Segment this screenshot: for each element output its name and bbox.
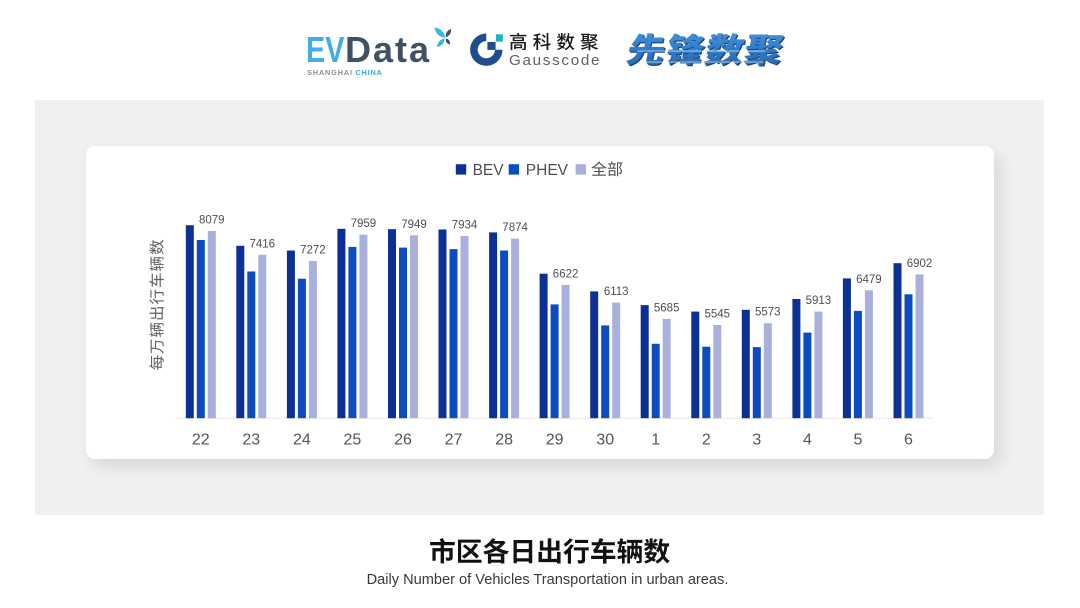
svg-text:4: 4 xyxy=(803,431,812,448)
svg-text:7959: 7959 xyxy=(351,218,377,230)
svg-text:28: 28 xyxy=(495,431,513,448)
svg-text:5573: 5573 xyxy=(755,307,781,319)
svg-text:7416: 7416 xyxy=(250,238,276,250)
svg-text:27: 27 xyxy=(445,431,463,448)
svg-text:24: 24 xyxy=(293,431,311,448)
svg-text:7949: 7949 xyxy=(401,219,427,231)
svg-text:22: 22 xyxy=(192,431,210,448)
svg-text:1: 1 xyxy=(651,431,660,448)
svg-text:23: 23 xyxy=(242,431,260,448)
svg-text:26: 26 xyxy=(394,431,412,448)
svg-text:7874: 7874 xyxy=(502,222,528,234)
svg-text:6479: 6479 xyxy=(856,274,882,286)
svg-text:6: 6 xyxy=(904,431,913,448)
svg-text:BEV: BEV xyxy=(473,162,505,179)
svg-text:5685: 5685 xyxy=(654,302,680,314)
svg-text:5: 5 xyxy=(853,431,862,448)
svg-text:6113: 6113 xyxy=(604,286,629,298)
svg-text:3: 3 xyxy=(752,431,761,448)
svg-text:8079: 8079 xyxy=(199,215,225,227)
svg-text:7272: 7272 xyxy=(300,245,326,257)
svg-text:29: 29 xyxy=(546,431,564,448)
svg-text:PHEV: PHEV xyxy=(526,162,569,179)
svg-text:6902: 6902 xyxy=(907,258,933,270)
svg-text:2: 2 xyxy=(702,431,711,448)
svg-text:30: 30 xyxy=(596,431,614,448)
svg-text:25: 25 xyxy=(344,431,362,448)
svg-text:5545: 5545 xyxy=(705,309,731,321)
svg-text:7934: 7934 xyxy=(452,220,478,232)
svg-text:5913: 5913 xyxy=(806,295,832,307)
svg-text:6622: 6622 xyxy=(553,268,579,280)
